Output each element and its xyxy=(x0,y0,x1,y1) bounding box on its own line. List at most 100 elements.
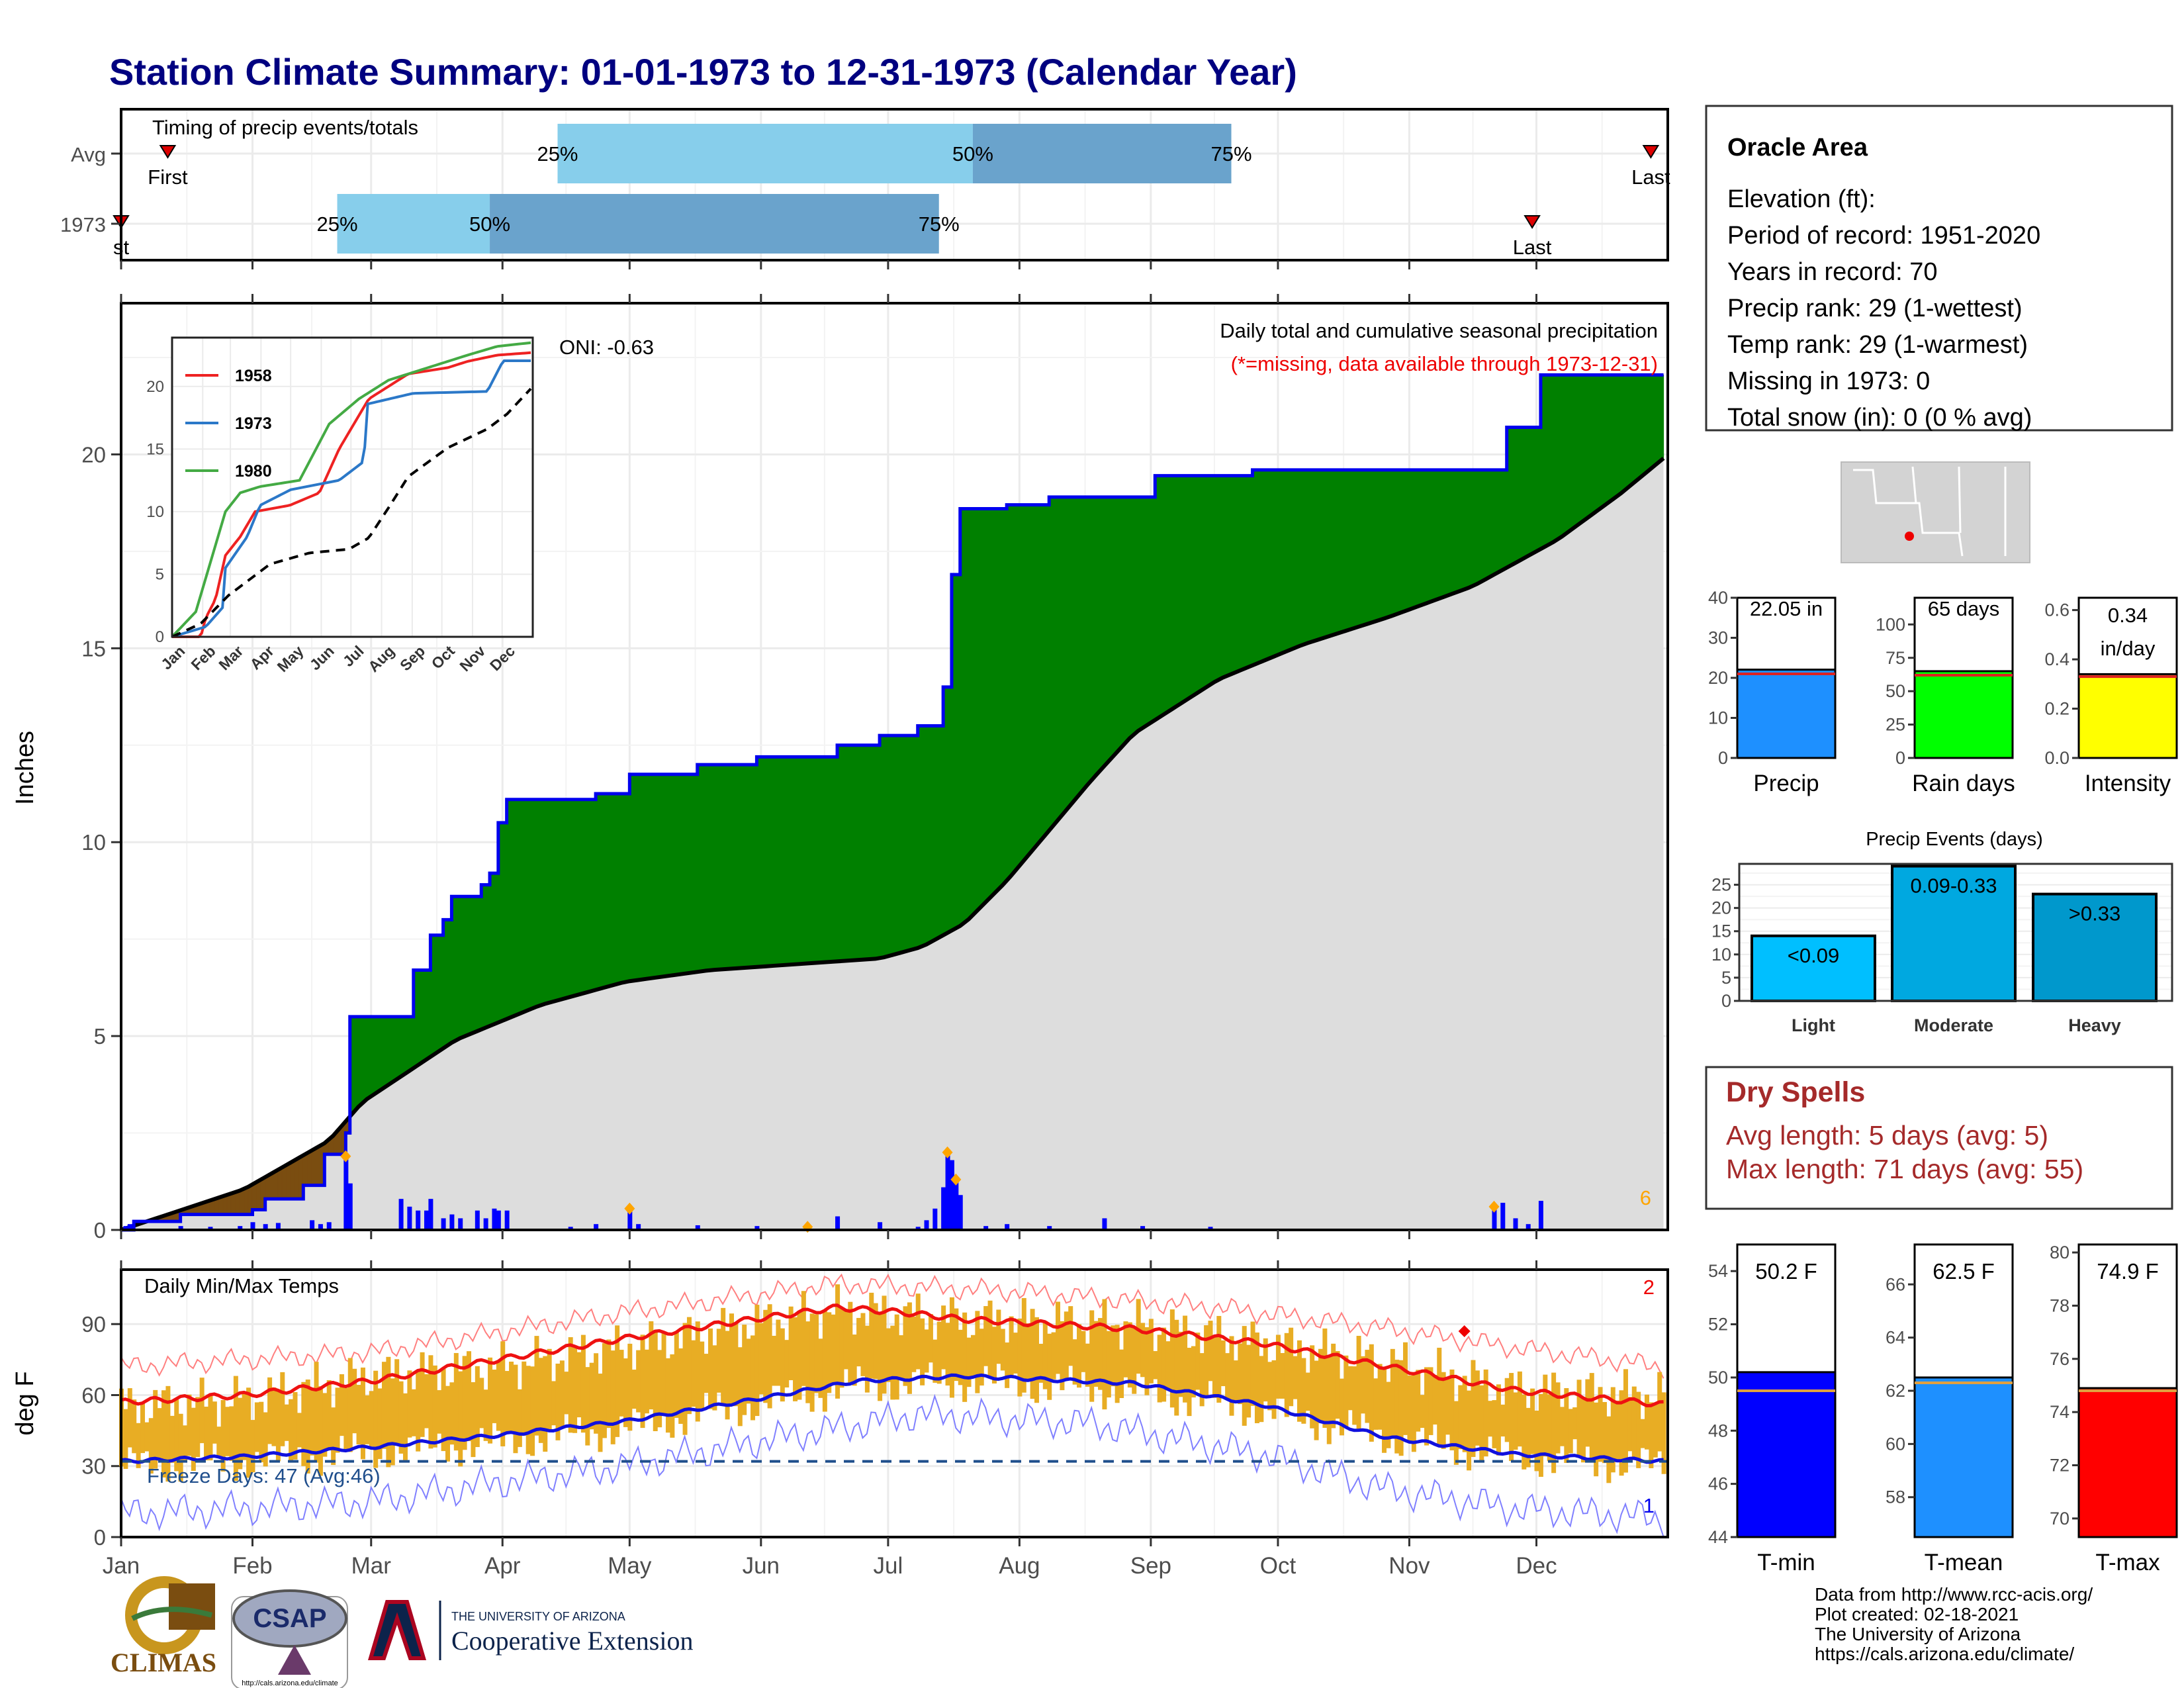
events-y-tick-label: 15 xyxy=(1711,921,1731,941)
daily-temp-range-bar xyxy=(975,1311,980,1393)
daily-temp-range-bar xyxy=(402,1393,408,1460)
summary-bar-tick-label: 0.0 xyxy=(2044,748,2070,768)
daily-temp-range-bar xyxy=(1644,1394,1649,1450)
daily-temp-range-bar xyxy=(1144,1327,1150,1395)
above-average-area xyxy=(1531,426,1537,555)
above-average-area xyxy=(1523,426,1529,559)
temp-title: Daily Min/Max Temps xyxy=(144,1274,339,1297)
daily-temp-range-bar xyxy=(551,1381,557,1426)
above-average-area xyxy=(938,725,944,939)
temp-bar-tick-label: 58 xyxy=(1886,1487,1905,1507)
daily-temp-range-bar xyxy=(1165,1341,1171,1389)
daily-temp-range-bar xyxy=(1534,1411,1539,1472)
daily-temp-range-bar xyxy=(271,1387,277,1446)
daily-temp-range-bar xyxy=(284,1404,289,1441)
daily-temp-range-bar xyxy=(1564,1387,1569,1463)
timing-marker-last xyxy=(1524,215,1541,229)
above-average-area xyxy=(366,1016,372,1100)
daily-temp-range-bar xyxy=(259,1401,264,1462)
above-average-area xyxy=(1040,504,1046,842)
oni-value: ONI: -0.63 xyxy=(559,336,654,359)
above-average-area xyxy=(379,1016,385,1092)
daily-temp-range-bar xyxy=(1305,1372,1310,1411)
above-average-area xyxy=(824,756,829,963)
above-average-area xyxy=(1082,496,1088,792)
daily-temp-range-bar xyxy=(1347,1366,1353,1411)
above-average-area xyxy=(1358,469,1363,628)
inset-border xyxy=(171,336,534,638)
temp-count-top: 2 xyxy=(1643,1276,1655,1299)
temperature-panel: 0 30 60 90 Daily Min/Max Temps Freeze Days: 4… xyxy=(11,1260,1669,1579)
above-average-area xyxy=(769,756,774,966)
summary-bar-tick-label: 50 xyxy=(1886,681,1905,701)
above-average-area xyxy=(947,686,952,934)
event-bar-range-label: >0.33 xyxy=(2069,902,2120,925)
daily-precip-bar xyxy=(1513,1218,1518,1230)
daily-temp-range-bar xyxy=(212,1401,217,1444)
daily-temp-range-bar xyxy=(424,1374,429,1429)
daily-temp-range-bar xyxy=(1005,1342,1010,1388)
daily-temp-range-bar xyxy=(195,1397,201,1458)
daily-temp-range-bar xyxy=(1153,1351,1158,1380)
above-average-area xyxy=(1256,469,1261,665)
event-bar-category: Moderate xyxy=(1914,1015,1993,1035)
above-average-area xyxy=(392,1016,397,1083)
below-average-area xyxy=(277,1166,283,1199)
daily-temp-range-bar xyxy=(1259,1356,1264,1423)
above-average-area xyxy=(1091,496,1097,781)
above-average-area xyxy=(985,508,991,904)
daily-precip-bar xyxy=(458,1218,463,1230)
above-average-area xyxy=(667,774,672,976)
daily-temp-range-bar xyxy=(996,1309,1001,1364)
daily-temp-range-bar xyxy=(886,1328,891,1382)
above-average-area xyxy=(1231,475,1236,675)
daily-temp-range-bar xyxy=(449,1382,455,1445)
above-average-area xyxy=(1379,469,1385,621)
top-event-marker xyxy=(950,1173,962,1186)
daily-temp-range-bar xyxy=(878,1312,883,1401)
daily-temp-range-bar xyxy=(1386,1382,1391,1448)
above-average-area xyxy=(1422,469,1427,606)
daily-temp-range-bar xyxy=(144,1422,150,1452)
top-event-marker xyxy=(340,1150,351,1162)
daily-temp-range-bar xyxy=(204,1406,209,1461)
below-average-area xyxy=(295,1157,300,1199)
above-average-area xyxy=(854,745,859,961)
temp-bar-label: T-max xyxy=(2095,1550,2160,1575)
daily-temp-range-bar xyxy=(153,1389,158,1469)
info-box-line: Precip rank: 29 (1-wettest) xyxy=(1727,295,2023,322)
above-average-area xyxy=(633,774,639,981)
above-average-area xyxy=(1650,374,1656,470)
summary-bar-tick-label: 0.2 xyxy=(2044,699,2070,719)
event-bar-category: Light xyxy=(1792,1015,1835,1035)
above-average-area xyxy=(659,774,664,978)
daily-temp-range-bar xyxy=(970,1335,976,1378)
above-average-area xyxy=(1298,469,1304,647)
daily-temp-range-bar xyxy=(754,1305,760,1417)
daily-temp-range-bar xyxy=(547,1348,552,1430)
above-average-area xyxy=(468,896,473,1035)
daily-precip-bar xyxy=(835,1216,841,1230)
info-box-line: Period of record: 1951-2020 xyxy=(1727,222,2040,250)
daily-temp-range-bar xyxy=(1467,1390,1472,1471)
above-average-area xyxy=(1447,469,1452,596)
daily-temp-range-bar xyxy=(809,1313,815,1412)
above-average-area xyxy=(489,872,494,1027)
above-average-area xyxy=(1295,469,1300,649)
avg-cumulative-area xyxy=(121,458,1664,1231)
daily-temp-range-bar xyxy=(665,1358,670,1433)
daily-temp-range-bar xyxy=(483,1389,488,1441)
above-average-area xyxy=(1006,504,1012,882)
below-average-area xyxy=(281,1164,287,1199)
above-average-area xyxy=(760,756,766,967)
above-average-area xyxy=(1404,469,1410,612)
daily-temp-range-bar xyxy=(369,1391,374,1447)
daily-temp-range-bar xyxy=(229,1406,234,1461)
temp-bar-tick-label: 64 xyxy=(1886,1328,1905,1348)
daily-temp-range-bar xyxy=(737,1347,743,1427)
daily-temp-range-bar xyxy=(924,1329,929,1373)
timing-marker-last xyxy=(1642,145,1660,159)
daily-temp-range-bar xyxy=(1238,1343,1243,1405)
daily-temp-range-bar xyxy=(1407,1375,1412,1442)
above-average-area xyxy=(1205,475,1210,688)
